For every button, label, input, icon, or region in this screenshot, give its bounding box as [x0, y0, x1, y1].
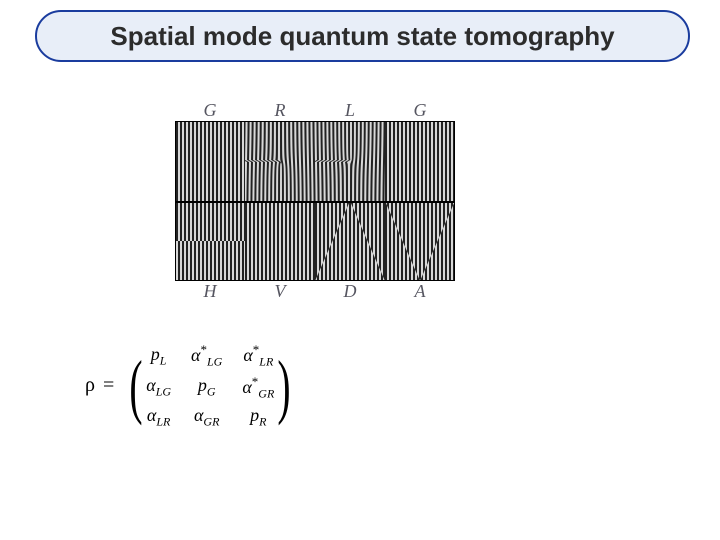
matrix-cell: αLR	[136, 403, 181, 432]
label-V-bot: V	[245, 281, 315, 302]
title-bar: Spatial mode quantum state tomography	[35, 10, 690, 62]
grating-mid-divider	[175, 201, 455, 203]
right-paren: )	[278, 350, 291, 422]
matrix-cell: αGR	[181, 403, 232, 432]
grating-figure: G R L G H V D A	[175, 100, 455, 302]
rho-matrix: ρ = ( pLα*LGα*LRαLGpGα*GRαLRαGRpR )	[85, 340, 296, 432]
grating-top-labels: G R L G	[175, 100, 455, 121]
matrix-cell: α*LG	[181, 340, 232, 372]
page-title: Spatial mode quantum state tomography	[110, 21, 614, 52]
matrix-cell: pL	[136, 340, 181, 372]
label-L-top: L	[315, 100, 385, 121]
grating-bottom-labels: H V D A	[175, 281, 455, 302]
grating-grid	[175, 121, 455, 281]
label-H-bot: H	[175, 281, 245, 302]
matrix-cell: pG	[181, 372, 232, 404]
label-A-bot: A	[385, 281, 455, 302]
label-G-top2: G	[385, 100, 455, 121]
matrix-body: pLα*LGα*LRαLGpGα*GRαLRαGRpR	[136, 340, 284, 432]
label-R-top: R	[245, 100, 315, 121]
matrix-cell: αLG	[136, 372, 181, 404]
label-D-bot: D	[315, 281, 385, 302]
rho-symbol: ρ	[85, 374, 103, 397]
left-paren: (	[130, 350, 143, 422]
equals-sign: =	[103, 374, 124, 397]
label-G-top: G	[175, 100, 245, 121]
